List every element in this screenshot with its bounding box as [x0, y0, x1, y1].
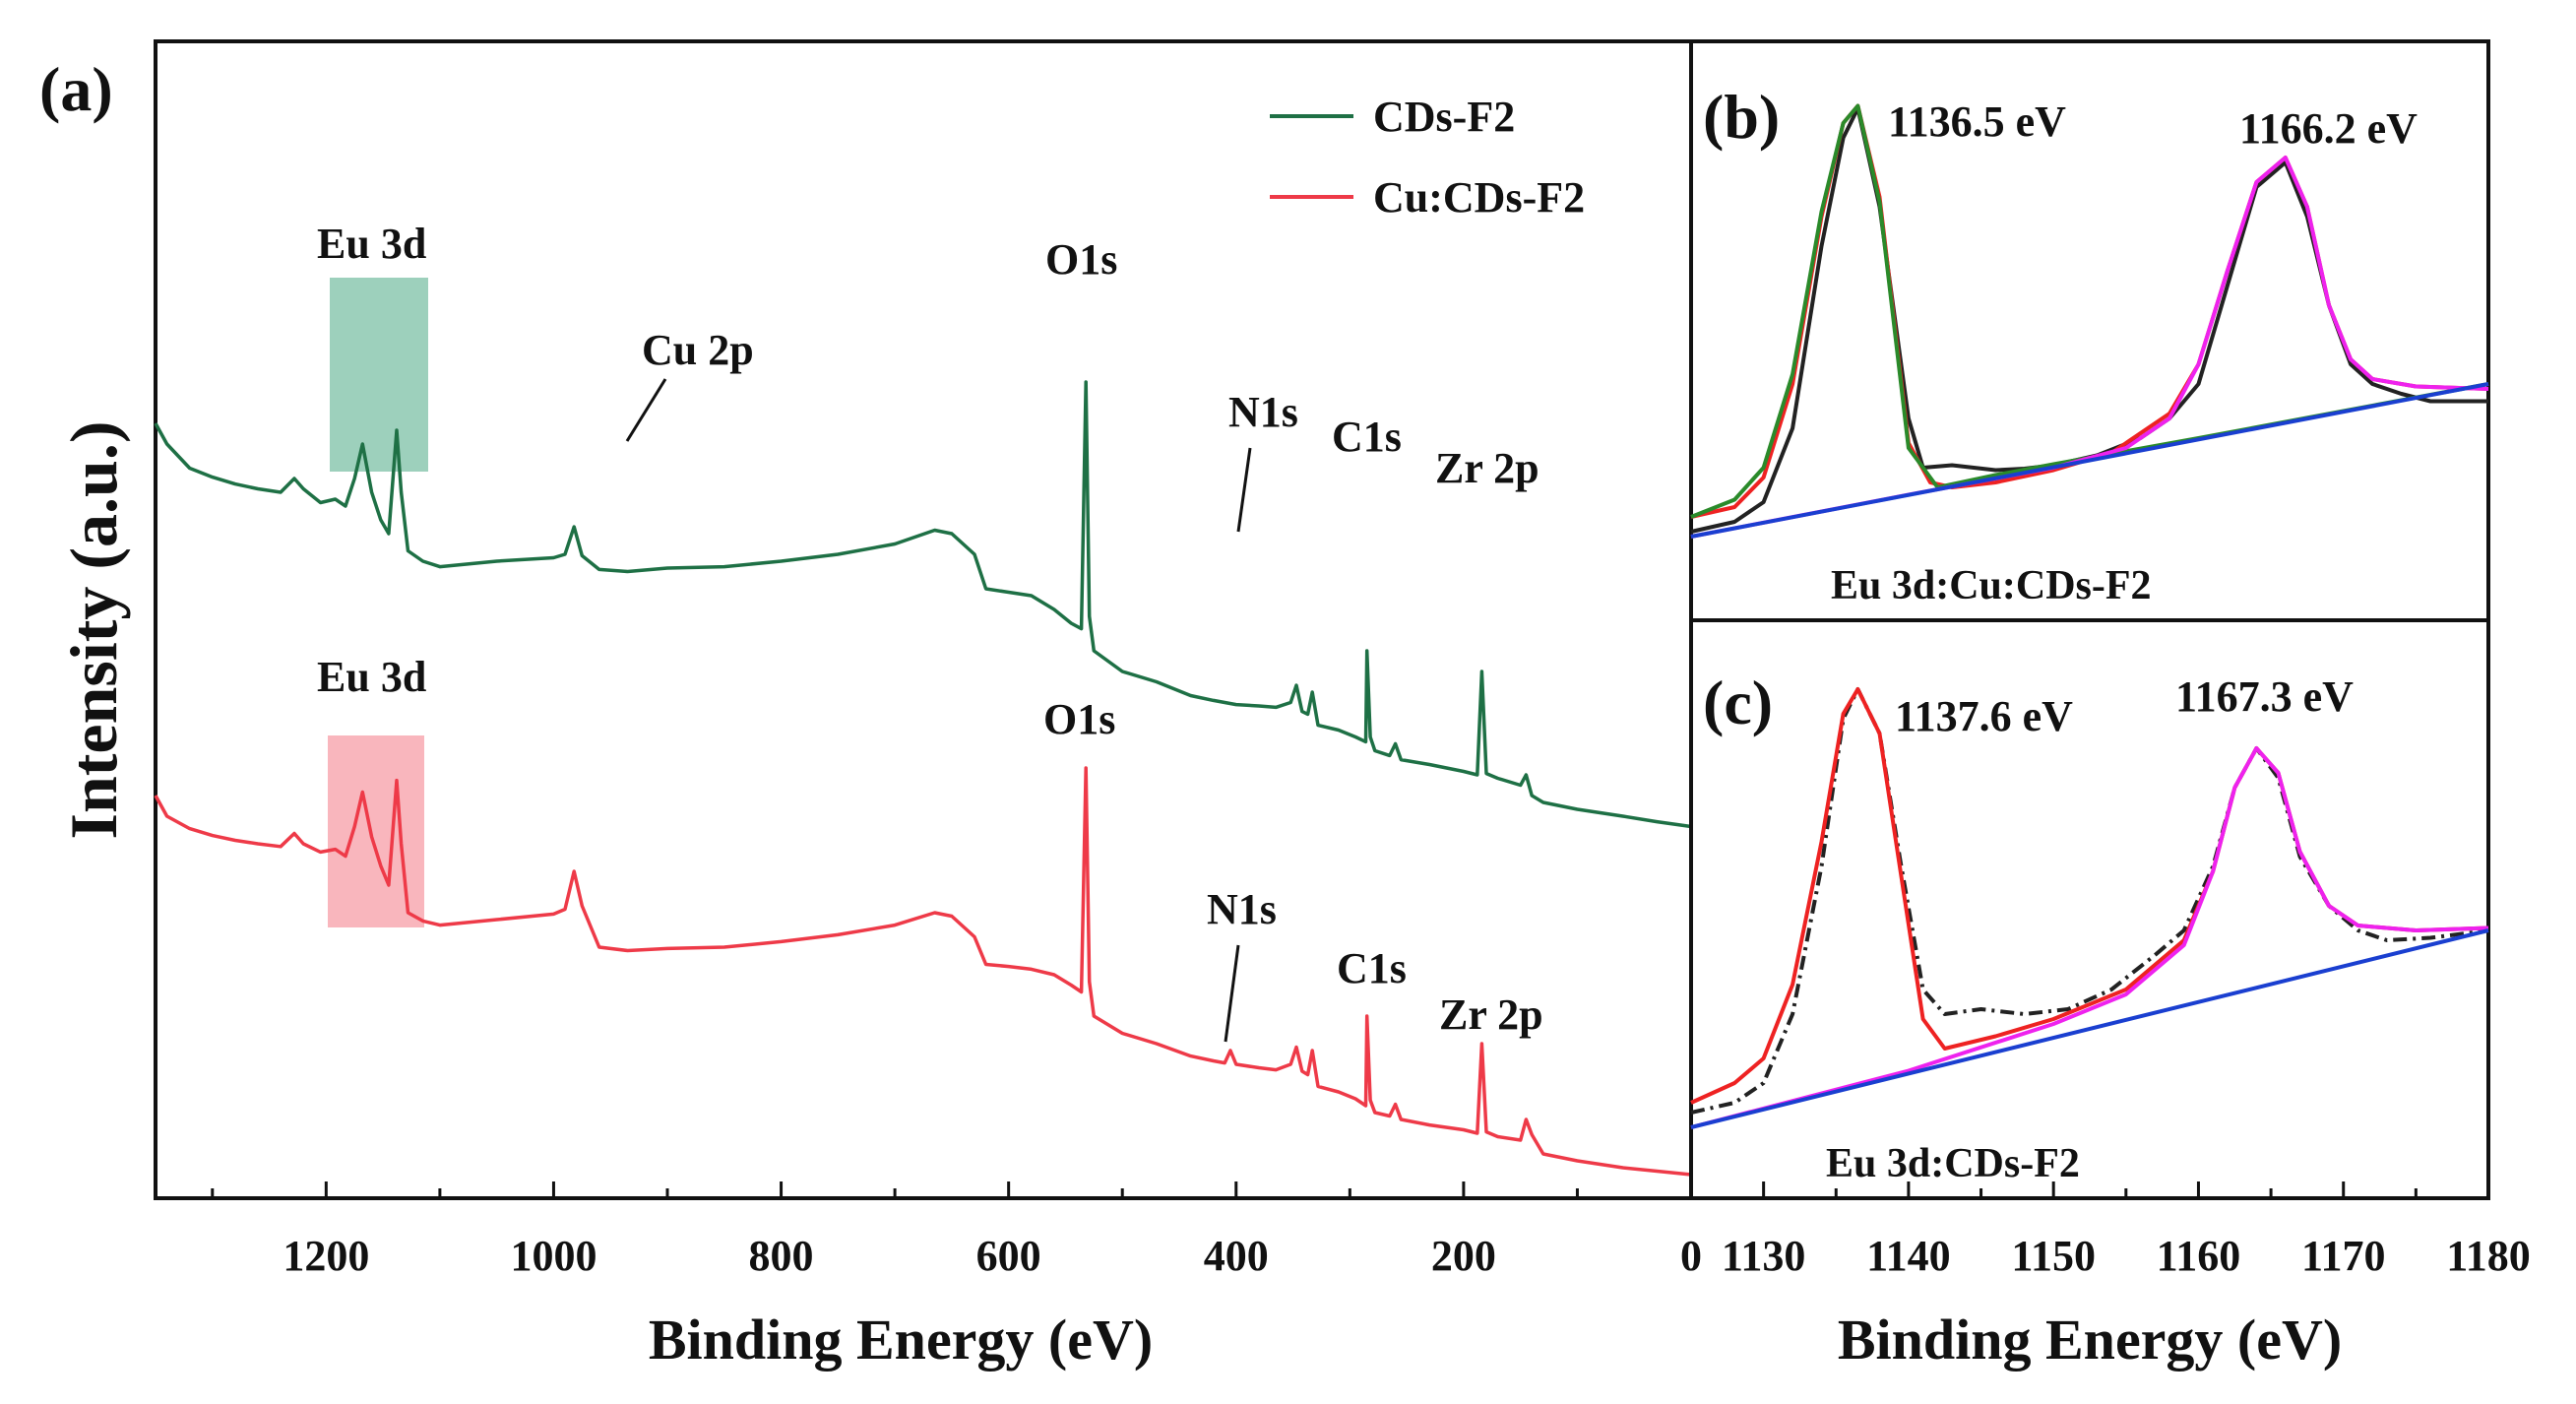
panel-label-c: (c) [1703, 668, 1773, 737]
x-axis-label-c: Binding Energy (eV) [1838, 1308, 2342, 1372]
annotation-n1s-green: N1s [1228, 388, 1298, 436]
peak-label-b-2: 1166.2 eV [2239, 104, 2418, 153]
panel-label-a: (a) [39, 54, 113, 124]
series-line-cdsf2 [154, 380, 1692, 829]
x-tick-label-a-0: 0 [1680, 1232, 1702, 1280]
peak-label-b-1: 1136.5 eV [1888, 97, 2066, 146]
x-tick-label-c-1130: 1130 [1722, 1232, 1806, 1280]
x-axis-label-a: Binding Energy (eV) [649, 1308, 1153, 1372]
x-axis-c-ticks: 1130 1140 1150 1160 1170 1180 [1722, 1181, 2531, 1280]
x-tick-label-c-1160: 1160 [2157, 1232, 2241, 1280]
panel-c-frame [1689, 618, 2490, 1200]
x-tick-label-c-1180: 1180 [2446, 1232, 2531, 1280]
annotation-n1s-red: N1s [1207, 885, 1277, 933]
annotation-n1s-red-pointer [1224, 944, 1240, 1043]
annotation-eu3d-red: Eu 3d [317, 653, 426, 701]
y-axis-label: Intensity (a.u.) [56, 420, 131, 839]
panel-c-series [1690, 687, 2489, 1129]
panel-a: 1200 1000 800 600 400 200 0 (a) Intensity (a.u… [39, 39, 1702, 1372]
x-tick-label-a-200: 200 [1431, 1232, 1496, 1280]
annotation-n1s-green-pointer [1236, 447, 1252, 533]
panel-b-series [1690, 103, 2489, 539]
annotation-c1s-green: C1s [1332, 413, 1402, 461]
highlight-eu3d-cucdsf2 [328, 735, 424, 927]
annotation-c1s-red: C1s [1337, 944, 1407, 992]
x-tick-label-c-1170: 1170 [2301, 1232, 2386, 1280]
panel-b-line-peak-1166.2 [1690, 156, 2489, 539]
legend-label-cdsf2: CDs-F2 [1373, 93, 1515, 141]
annotation-o1s-red: O1s [1043, 695, 1115, 743]
x-tick-label-a-1000: 1000 [510, 1232, 597, 1280]
annotation-cu2p: Cu 2p [642, 326, 754, 374]
panel-c: 1130 1140 1150 1160 1170 1180 (c) 1137.6 eV 1… [1689, 618, 2531, 1372]
legend: CDs-F2 Cu:CDs-F2 [1270, 93, 1585, 222]
panel-c-line-baseline [1690, 928, 2489, 1129]
x-tick-label-a-800: 800 [749, 1232, 814, 1280]
peak-label-c-2: 1167.3 eV [2175, 672, 2354, 721]
panel-b-line-baseline [1690, 382, 2489, 539]
x-tick-label-a-1200: 1200 [283, 1232, 369, 1280]
x-tick-label-a-600: 600 [976, 1232, 1041, 1280]
highlight-eu3d-cdsf2 [330, 278, 428, 472]
panel-b-line-raw [1690, 106, 2488, 534]
panel-c-line-fit [1690, 687, 2489, 1105]
annotation-o1s-green: O1s [1045, 235, 1117, 284]
x-tick-label-a-400: 400 [1204, 1232, 1269, 1280]
x-axis-a-ticks: 1200 1000 800 600 400 200 0 [211, 1181, 1702, 1280]
x-tick-label-c-1140: 1140 [1866, 1232, 1951, 1280]
sample-label-b: Eu 3d:Cu:CDs-F2 [1831, 563, 2152, 608]
annotation-zr2p-red: Zr 2p [1439, 990, 1543, 1039]
panel-label-b: (b) [1703, 82, 1780, 152]
panel-c-line-peak-1167.3 [1690, 746, 2489, 1129]
x-tick-label-c-1150: 1150 [2011, 1232, 2096, 1280]
annotation-cu2p-pointer [625, 378, 667, 442]
peak-label-c-1: 1137.6 eV [1895, 692, 2073, 740]
panel-b: (b) 1136.5 eV 1166.2 eV Eu 3d:Cu:CDs-F2 [1689, 39, 2490, 622]
annotation-eu3d-green: Eu 3d [317, 220, 426, 268]
series-line-cucdsf2 [154, 766, 1692, 1177]
annotation-zr2p-green: Zr 2p [1435, 444, 1539, 492]
legend-label-cucdsf2: Cu:CDs-F2 [1373, 173, 1585, 222]
sample-label-c: Eu 3d:CDs-F2 [1826, 1141, 2080, 1186]
